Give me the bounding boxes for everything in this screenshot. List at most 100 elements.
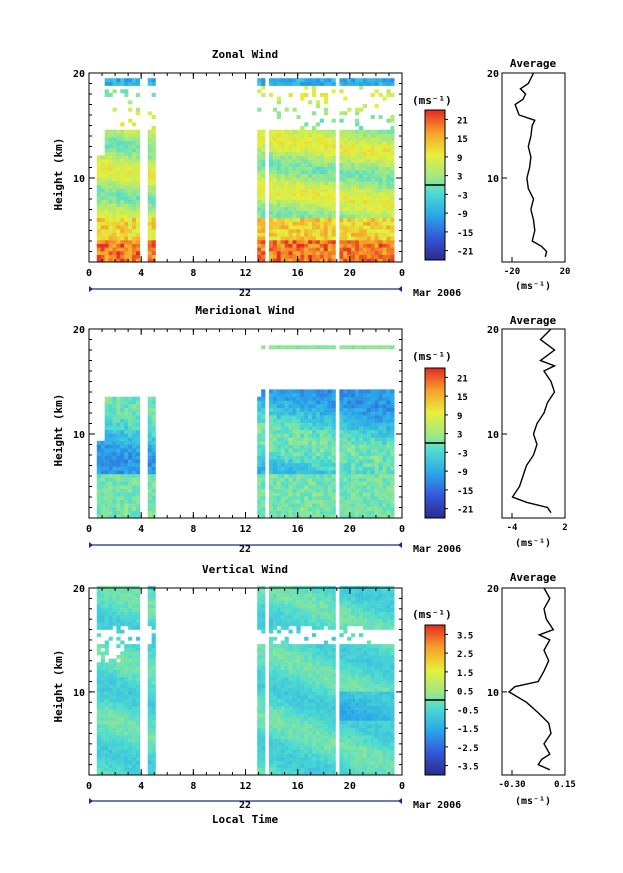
heatmap-cell: [284, 404, 289, 409]
heatmap-cell: [269, 232, 274, 237]
heatmap-cell: [382, 96, 387, 101]
heatmap-cell: [300, 418, 305, 423]
heatmap-cell: [272, 484, 278, 489]
heatmap-cell: [261, 214, 266, 219]
heatmap-cell: [120, 251, 125, 255]
heatmap-cell: [308, 713, 313, 718]
heatmap-cell: [331, 440, 336, 445]
heatmap-cell: [120, 735, 125, 739]
heatmap-cell: [104, 514, 109, 519]
heatmap-cell: [116, 195, 121, 200]
heatmap-cell: [269, 625, 274, 630]
heatmap-cell: [331, 407, 336, 412]
heatmap-cell: [366, 429, 371, 434]
heatmap-cell: [272, 716, 278, 721]
heatmap-cell: [96, 691, 101, 696]
heatmap-cell: [331, 203, 336, 208]
heatmap-cell: [323, 433, 328, 438]
heatmap-cell: [280, 481, 285, 486]
heatmap-cell: [339, 203, 344, 208]
heatmap-cell: [128, 680, 133, 685]
heatmap-cell: [280, 418, 285, 423]
heatmap-cell: [100, 510, 105, 515]
heatmap-cell: [284, 611, 289, 616]
heatmap-cell: [108, 422, 113, 427]
heatmap-cell: [116, 440, 121, 445]
heatmap-cell: [374, 258, 379, 263]
heatmap-cell: [261, 665, 266, 670]
heatmap-cell: [96, 724, 101, 728]
heatmap-cell: [135, 753, 141, 758]
heatmap-cell: [272, 499, 278, 504]
heatmap-cell: [276, 495, 281, 500]
heatmap-cell: [378, 177, 383, 182]
heatmap-cell: [292, 684, 297, 688]
heatmap-cell: [108, 771, 113, 776]
heatmap-cell: [151, 749, 156, 754]
heatmap-cell: [257, 462, 262, 467]
heatmap-cell: [323, 484, 328, 489]
heatmap-cell: [300, 140, 305, 145]
heatmap-cell: [272, 756, 278, 761]
heatmap-cell: [100, 177, 105, 182]
heatmap-cell: [276, 615, 281, 619]
heatmap-cell: [378, 404, 383, 409]
heatmap-cell: [296, 210, 301, 215]
heatmap-cell: [370, 411, 375, 416]
heatmap-cell: [331, 488, 336, 493]
heatmap-cell: [276, 159, 281, 164]
heatmap-cell: [151, 600, 156, 605]
heatmap-cell: [300, 181, 305, 186]
heatmap-cell: [315, 503, 321, 508]
heatmap-cell: [276, 735, 281, 739]
heatmap-cell: [308, 691, 313, 696]
x-tick-label: 20: [344, 524, 356, 535]
heatmap-cell: [347, 444, 352, 449]
heatmap-cell: [100, 221, 105, 226]
heatmap-cell: [147, 181, 152, 186]
heatmap-cell: [296, 81, 301, 86]
heatmap-cell: [327, 206, 332, 211]
heatmap-cell: [331, 214, 336, 219]
heatmap-cell: [104, 81, 109, 86]
heatmap-cell: [347, 507, 352, 511]
heatmap-cell: [378, 247, 383, 252]
heatmap-cell: [312, 89, 317, 94]
heatmap-cell: [296, 495, 301, 500]
heatmap-cell: [339, 462, 344, 467]
heatmap-cell: [108, 477, 113, 482]
heatmap-cell: [296, 767, 301, 772]
heatmap-cell: [104, 232, 109, 237]
heatmap-cell: [300, 673, 305, 678]
heatmap-cell: [147, 684, 152, 688]
heatmap-cell: [124, 738, 129, 743]
heatmap-cell: [300, 742, 305, 747]
heatmap-cell: [116, 745, 121, 750]
heatmap-cell: [378, 221, 383, 226]
heatmap-cell: [269, 137, 274, 142]
heatmap-cell: [296, 203, 301, 208]
heatmap-cell: [292, 396, 297, 401]
heatmap-cell: [284, 345, 289, 350]
heatmap-cell: [362, 232, 368, 237]
heatmap-cell: [124, 651, 129, 656]
heatmap-cell: [120, 481, 125, 486]
heatmap-cell: [284, 151, 289, 156]
heatmap-cell: [104, 470, 109, 475]
heatmap-cell: [319, 118, 324, 123]
heatmap-cell: [292, 691, 297, 696]
heatmap-cell: [331, 254, 336, 259]
heatmap-cell: [96, 495, 101, 500]
heatmap-cell: [276, 137, 281, 142]
heatmap-cell: [135, 404, 141, 409]
heatmap-cell: [327, 78, 332, 83]
heatmap-cell: [304, 129, 309, 134]
heatmap-cell: [308, 615, 313, 619]
heatmap-cell: [132, 510, 137, 515]
heatmap-cell: [269, 195, 274, 200]
heatmap-cell: [100, 173, 105, 178]
heatmap-cell: [100, 470, 105, 475]
heatmap-cell: [132, 651, 137, 656]
heatmap-cell: [347, 81, 352, 86]
heatmap-cell: [276, 232, 281, 237]
